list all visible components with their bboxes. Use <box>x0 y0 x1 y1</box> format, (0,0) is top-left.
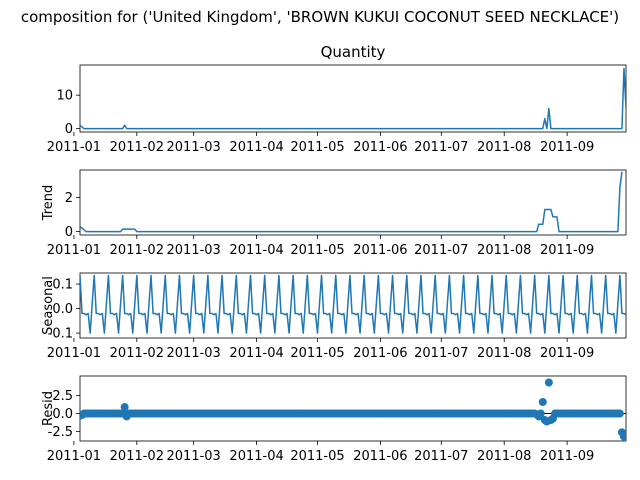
x-tick-label: 2011-01 <box>47 140 101 155</box>
axes-frame <box>79 169 627 236</box>
resid-point <box>538 398 547 406</box>
resid-point <box>622 434 626 441</box>
chart-suptitle: composition for ('United Kingdom', 'BROW… <box>21 8 619 26</box>
x-tick-label: 2011-01 <box>47 243 101 258</box>
resid-point <box>536 409 545 418</box>
x-tick-label: 2011-09 <box>540 449 594 464</box>
x-tick-label: 2011-09 <box>540 140 594 155</box>
x-tick-label: 2011-08 <box>477 449 531 464</box>
x-tick-label: 2011-07 <box>414 243 468 258</box>
x-tick-label: 2011-01 <box>47 346 101 361</box>
x-tick-label: 2011-07 <box>414 140 468 155</box>
x-tick-label: 2011-05 <box>290 449 344 464</box>
series-group <box>80 274 626 334</box>
x-tick-label: 2011-03 <box>167 140 221 155</box>
x-tick-label: 2011-06 <box>353 346 407 361</box>
x-tick-label: 2011-03 <box>167 243 221 258</box>
resid-point <box>615 409 624 418</box>
x-tick-label: 2011-04 <box>229 346 283 361</box>
x-tick-label: 2011-09 <box>540 346 594 361</box>
x-tick-label: 2011-05 <box>290 140 344 155</box>
x-tick-label: 2011-06 <box>353 140 407 155</box>
y-axis-label: Seasonal <box>41 276 56 335</box>
y-axis-label: Trend <box>41 185 56 222</box>
axes-frame <box>79 375 627 442</box>
x-tick-label: 2011-04 <box>229 140 283 155</box>
y-tick-label: 0 <box>65 225 73 240</box>
panel-resid: Resid-2.5 0.0 2.5 2011-01 2011-02 2011-03 2011… <box>41 375 627 464</box>
y-tick-label: 0.0 <box>52 302 73 317</box>
x-tick-label: 2011-04 <box>229 449 283 464</box>
x-tick-label: 2011-09 <box>540 243 594 258</box>
x-tick-label: 2011-03 <box>167 346 221 361</box>
panel-trend: Trend 0 2 2011-01 2011-02 2011-03 2011-04 2011-… <box>41 169 627 258</box>
y-tick-label: 2 <box>65 191 73 206</box>
y-tick-label: 0.0 <box>52 407 73 422</box>
x-tick-label: 2011-03 <box>167 449 221 464</box>
x-tick-label: 2011-08 <box>477 140 531 155</box>
y-tick-label: 10 <box>56 89 73 104</box>
x-tick-label: 2011-06 <box>353 449 407 464</box>
x-tick-label: 2011-02 <box>110 243 164 258</box>
y-tick-label: -0.1 <box>48 327 73 342</box>
x-tick-label: 2011-07 <box>414 346 468 361</box>
x-tick-label: 2011-04 <box>229 243 283 258</box>
y-axis-label: Resid <box>41 391 56 426</box>
y-tick-label: 0.1 <box>52 278 73 293</box>
x-tick-label: 2011-02 <box>110 449 164 464</box>
x-tick-label: 2011-02 <box>110 140 164 155</box>
series-line-seasonal <box>80 274 626 334</box>
x-tick-label: 2011-01 <box>47 449 101 464</box>
panel-seasonal: Seasonal-0.1 0.0 0.1 2011-01 2011-02 2011-03 2… <box>41 272 627 361</box>
resid-point <box>120 403 129 412</box>
x-tick-label: 2011-02 <box>110 346 164 361</box>
panel-observed: Quantity 0 10 2011-01 2011-02 2011-03 2011-04 2… <box>47 43 627 155</box>
series-group <box>80 67 626 130</box>
series-line-trend <box>80 171 623 233</box>
axes-frame <box>79 272 627 339</box>
series-line-observed <box>80 67 626 130</box>
x-tick-label: 2011-05 <box>290 243 344 258</box>
series-group <box>80 378 626 441</box>
resid-point <box>544 378 553 387</box>
x-tick-label: 2011-08 <box>477 346 531 361</box>
y-tick-label: -2.5 <box>48 425 73 440</box>
y-tick-label: 2.5 <box>52 389 73 404</box>
y-tick-label: 0 <box>65 122 73 137</box>
panel-title: Quantity <box>321 43 386 61</box>
series-group <box>80 171 623 233</box>
x-tick-label: 2011-07 <box>414 449 468 464</box>
x-tick-label: 2011-06 <box>353 243 407 258</box>
x-tick-label: 2011-08 <box>477 243 531 258</box>
x-tick-label: 2011-05 <box>290 346 344 361</box>
